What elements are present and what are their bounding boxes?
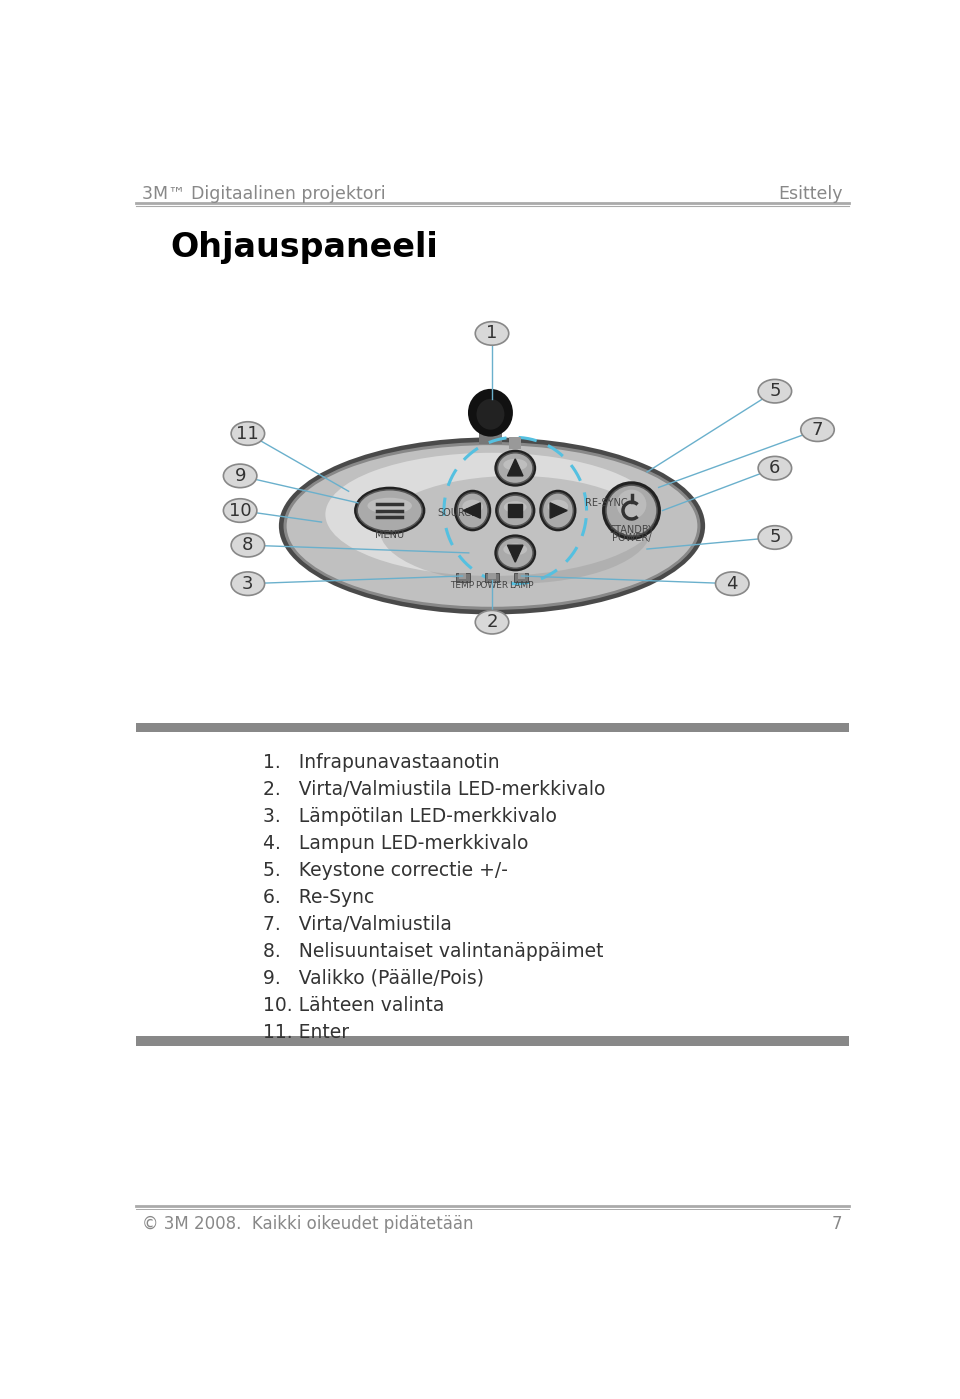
Text: TEMP: TEMP: [450, 581, 474, 590]
Text: RE-SYNC: RE-SYNC: [585, 498, 628, 508]
Ellipse shape: [758, 526, 792, 550]
Bar: [456, 574, 469, 582]
Ellipse shape: [498, 453, 532, 483]
Ellipse shape: [283, 442, 701, 610]
Text: 4: 4: [727, 575, 738, 593]
Text: 6.   Re-Sync: 6. Re-Sync: [263, 888, 374, 907]
Text: © 3M 2008.  Kaikki oikeudet pidätetään: © 3M 2008. Kaikki oikeudet pidätetään: [142, 1216, 473, 1233]
Bar: [135, 1037, 849, 1045]
Ellipse shape: [496, 452, 534, 484]
Polygon shape: [508, 459, 523, 476]
Text: 1.   Infrapunavastaanotin: 1. Infrapunavastaanotin: [263, 753, 500, 772]
Bar: [485, 574, 499, 582]
Ellipse shape: [758, 379, 792, 403]
Text: SOURCE: SOURCE: [437, 508, 477, 518]
Circle shape: [605, 484, 658, 537]
Bar: [135, 723, 849, 732]
Ellipse shape: [547, 499, 568, 513]
Text: 1: 1: [487, 325, 497, 343]
Ellipse shape: [224, 464, 257, 488]
Bar: [479, 424, 502, 443]
Ellipse shape: [497, 494, 533, 526]
Polygon shape: [550, 502, 567, 518]
Polygon shape: [464, 502, 480, 518]
Bar: [515, 574, 528, 582]
Text: 2: 2: [487, 613, 497, 631]
Text: 4.   Lampun LED-merkkivalo: 4. Lampun LED-merkkivalo: [263, 834, 529, 853]
Text: 9: 9: [234, 467, 246, 485]
Ellipse shape: [503, 544, 527, 555]
Ellipse shape: [468, 389, 513, 436]
Text: 3.   Lämpötilan LED-merkkivalo: 3. Lämpötilan LED-merkkivalo: [263, 807, 557, 825]
Text: LAMP: LAMP: [509, 581, 534, 590]
Ellipse shape: [224, 499, 257, 522]
Ellipse shape: [504, 501, 527, 513]
Text: 5: 5: [769, 382, 780, 400]
Ellipse shape: [498, 539, 532, 568]
Text: Ohjauspaneeli: Ohjauspaneeli: [170, 231, 438, 264]
Circle shape: [602, 481, 660, 540]
Bar: [488, 574, 496, 579]
Ellipse shape: [503, 459, 527, 470]
Ellipse shape: [458, 494, 488, 527]
Ellipse shape: [715, 572, 749, 596]
Ellipse shape: [368, 498, 412, 513]
Ellipse shape: [541, 492, 574, 529]
Text: 9.   Valikko (Päälle/Pois): 9. Valikko (Päälle/Pois): [263, 968, 485, 988]
Text: 10: 10: [228, 501, 252, 519]
Ellipse shape: [801, 418, 834, 442]
Text: POWER/: POWER/: [612, 533, 651, 543]
Ellipse shape: [325, 453, 659, 576]
Ellipse shape: [231, 572, 265, 596]
Text: 7: 7: [831, 1216, 842, 1233]
Text: POWER: POWER: [475, 581, 509, 590]
Text: MENU: MENU: [375, 530, 404, 540]
Circle shape: [607, 485, 657, 536]
Circle shape: [616, 490, 646, 519]
Polygon shape: [508, 546, 523, 562]
Ellipse shape: [543, 494, 572, 527]
Ellipse shape: [494, 449, 537, 487]
Text: 5.   Keystone correctie +/-: 5. Keystone correctie +/-: [263, 860, 508, 880]
Ellipse shape: [463, 499, 483, 513]
Text: 11. Enter: 11. Enter: [263, 1023, 349, 1042]
Bar: [508, 504, 522, 518]
Text: 11: 11: [236, 424, 259, 442]
Ellipse shape: [758, 456, 792, 480]
Ellipse shape: [354, 487, 425, 534]
Ellipse shape: [231, 533, 265, 557]
Ellipse shape: [540, 490, 576, 532]
Bar: [459, 574, 467, 579]
Text: 7.   Virta/Valmiustila: 7. Virta/Valmiustila: [263, 915, 452, 933]
Text: 2.   Virta/Valmiustila LED-merkkivalo: 2. Virta/Valmiustila LED-merkkivalo: [263, 781, 606, 799]
Ellipse shape: [356, 490, 423, 532]
Ellipse shape: [494, 534, 537, 571]
Ellipse shape: [456, 492, 489, 529]
Text: 6: 6: [769, 459, 780, 477]
Ellipse shape: [496, 537, 534, 569]
Bar: [509, 436, 521, 449]
Text: 3M™ Digitaalinen projektori: 3M™ Digitaalinen projektori: [142, 185, 385, 203]
Text: Esittely: Esittely: [778, 185, 842, 203]
Ellipse shape: [475, 322, 509, 346]
Text: STANDBY: STANDBY: [609, 525, 654, 536]
Text: 3: 3: [242, 575, 253, 593]
Ellipse shape: [454, 490, 492, 532]
Ellipse shape: [499, 495, 532, 525]
Text: 8: 8: [242, 536, 253, 554]
Ellipse shape: [287, 445, 697, 607]
Text: 8.   Nelisuuntaiset valintanäppäimet: 8. Nelisuuntaiset valintanäppäimet: [263, 942, 604, 961]
Ellipse shape: [231, 421, 265, 445]
Text: 5: 5: [769, 529, 780, 547]
Text: 10. Lähteen valinta: 10. Lähteen valinta: [263, 996, 444, 1014]
Bar: [517, 574, 525, 579]
Ellipse shape: [278, 438, 706, 614]
Ellipse shape: [476, 399, 504, 429]
Ellipse shape: [495, 492, 536, 529]
Text: 7: 7: [812, 421, 824, 439]
Ellipse shape: [475, 610, 509, 634]
Ellipse shape: [358, 491, 421, 530]
Ellipse shape: [379, 476, 651, 583]
